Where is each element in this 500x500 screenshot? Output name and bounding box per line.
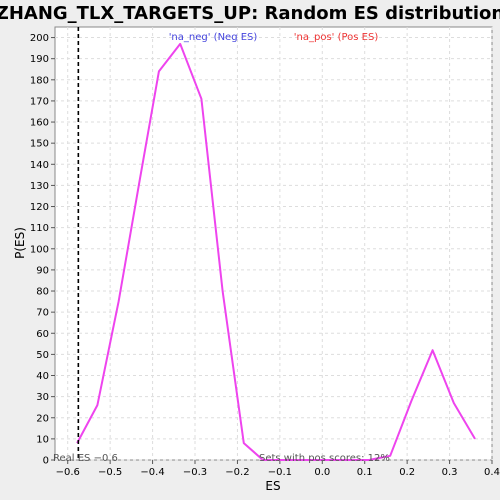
y-tick-label: 140 — [30, 160, 49, 171]
x-axis-label: ES — [265, 479, 280, 493]
x-tick-label: −0.3 — [183, 467, 207, 478]
x-tick-label: 0.2 — [399, 467, 415, 478]
x-tick-label: 0.4 — [484, 467, 500, 478]
y-tick-label: 0 — [43, 456, 49, 467]
y-tick-label: 60 — [36, 329, 49, 340]
y-tick-label: 100 — [30, 244, 49, 255]
y-tick-label: 200 — [30, 33, 49, 44]
plot-area — [54, 26, 493, 461]
axes: 0 10 20 30 40 50 60 70 80 90 100 110 120 130 140 150 160… — [30, 33, 500, 478]
legend-entry-pos: 'na_pos' (Pos ES) — [294, 32, 379, 43]
y-tick-label: 20 — [36, 413, 49, 424]
x-tick-label: −0.5 — [98, 467, 122, 478]
series-layer — [76, 42, 476, 461]
y-tick-label: 50 — [36, 350, 49, 361]
series-line-0 — [76, 42, 476, 461]
y-tick-label: 130 — [30, 181, 49, 192]
x-tick-label: 0.3 — [442, 467, 458, 478]
y-tick-label: 90 — [36, 265, 49, 276]
pos-scores-annotation: Sets with pos scores: 12% — [259, 453, 390, 464]
y-axis-label: P(ES) — [13, 227, 27, 259]
legend-entry-neg: 'na_neg' (Neg ES) — [169, 32, 258, 43]
x-tick-label: −0.1 — [268, 467, 292, 478]
x-tick-label: −0.2 — [225, 467, 249, 478]
chart-title: ZHANG_TLX_TARGETS_UP: Random ES distribu… — [0, 3, 500, 24]
y-tick-label: 40 — [36, 371, 49, 382]
real-es-annotation: Real ES −0.6 — [53, 453, 118, 464]
y-tick-label: 30 — [36, 392, 49, 403]
x-tick-label: −0.4 — [140, 467, 164, 478]
x-tick-label: 0.0 — [314, 467, 330, 478]
y-tick-label: 190 — [30, 54, 49, 65]
y-tick-label: 110 — [30, 223, 49, 234]
y-tick-label: 180 — [30, 75, 49, 86]
y-tick-label: 70 — [36, 308, 49, 319]
y-tick-label: 150 — [30, 139, 49, 150]
grid — [55, 27, 493, 461]
x-tick-label: 0.1 — [357, 467, 373, 478]
y-tick-label: 170 — [30, 96, 49, 107]
y-tick-label: 120 — [30, 202, 49, 213]
y-tick-label: 10 — [36, 434, 49, 445]
x-tick-label: −0.6 — [56, 467, 80, 478]
y-tick-label: 80 — [36, 287, 49, 298]
y-tick-label: 160 — [30, 118, 49, 129]
